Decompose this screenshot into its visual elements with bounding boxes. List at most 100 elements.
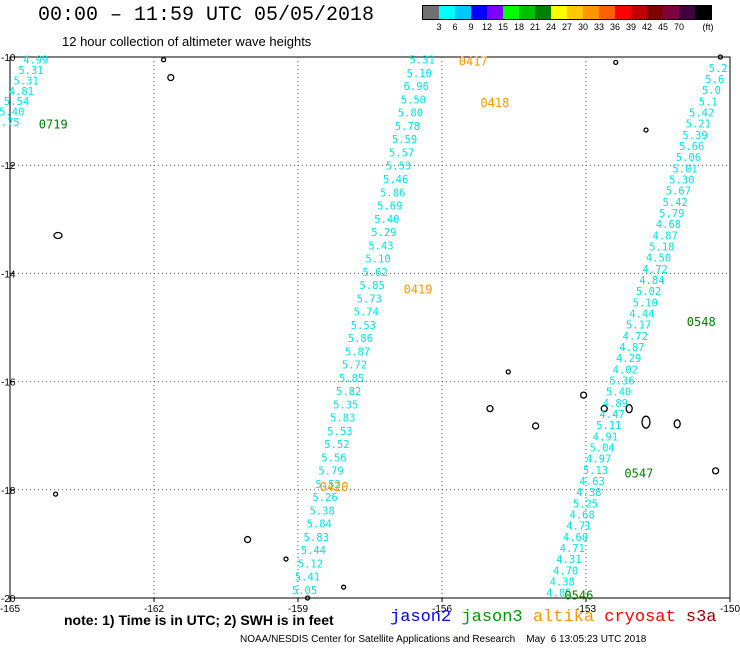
legend-swatch [551,6,567,19]
swh-value: 4.60 [563,532,588,544]
swh-value: 4.72 [643,264,668,276]
pass-time-label: 0419 [404,283,433,297]
map-frame [9,56,731,599]
swh-value: 4.85 [546,588,571,600]
legend-swatch [487,6,503,19]
lon-tick-label: -159 [288,604,308,615]
swh-value: 4.38 [576,487,601,499]
lat-tick-label: -14 [1,269,16,280]
swh-value: 5.31 [410,55,435,67]
swh-value: 5.62 [362,267,387,279]
pass-time-label: 0420 [320,480,349,494]
island-outline [304,595,311,601]
island-outline [283,556,289,562]
swh-value: 4.02 [613,364,638,376]
swh-value: 5.17 [626,320,651,332]
legend-swatch [599,6,615,19]
swh-value: 5.31 [18,65,43,77]
legend-label: 70 [673,22,685,32]
swh-value: 5.0 [702,85,721,97]
swh-value: 5.78 [395,121,420,133]
swh-value: 5.43 [368,240,393,252]
swh-value: 4.29 [616,353,641,365]
swh-value: 5.53 [386,161,411,173]
swh-value: 5.80 [398,108,423,120]
legend-swatch [535,6,551,19]
swh-value: 5.21 [686,119,711,131]
swh-value: 4.97 [586,454,611,466]
swh-value: 5.13 [583,465,608,477]
lat-tick-label: -10 [1,53,16,64]
island-outline [531,422,540,430]
legend-swatch [679,6,695,19]
swh-value: 5.02 [636,286,661,298]
island-outline [486,404,494,413]
swh-value: 5.44 [301,545,326,557]
pass-time-label: 0547 [624,467,653,481]
island-outline [643,127,649,133]
island-outline [711,467,720,475]
swh-value: 5.54 [4,96,29,108]
swh-value: 4.38 [550,576,575,588]
swh-value: 5.85 [339,373,364,385]
swh-value: 5.84 [307,519,332,531]
legend-swatch [583,6,599,19]
swh-value: 5.29 [371,227,396,239]
swh-value: 5.82 [336,386,361,398]
island-outline [160,57,167,63]
swh-value: 5.12 [298,558,323,570]
pass-time-label: 0548 [687,315,716,329]
legend-swatch [695,6,711,19]
swh-value: 5.85 [360,280,385,292]
swh-value: 5.52 [324,439,349,451]
legend-unit: (ft) [702,22,714,32]
legend-color-bar [422,5,712,20]
satellite-cryosat: cryosat [604,608,686,627]
swh-value: 5.67 [666,186,691,198]
swh-value: 4.87 [653,230,678,242]
swh-value: 5.30 [669,174,694,186]
satellite-jason2: jason2 [390,608,462,627]
island-outline [243,535,252,544]
swh-value: 5.86 [380,187,405,199]
lon-tick-label: -162 [144,604,164,615]
legend-label: 9 [468,22,474,32]
swh-value: 4.44 [629,308,654,320]
swh-value: 5.04 [589,442,614,454]
legend-swatch [567,6,583,19]
swh-value: 5.01 [672,163,697,175]
legend-label: 30 [577,22,589,32]
swh-value: 5.25 [573,498,598,510]
legend-swatch [423,6,439,19]
swh-value: 5.31 [14,75,39,87]
legend-swatch [439,6,455,19]
swh-value: 4.87 [619,342,644,354]
swh-value: 5.40 [606,387,631,399]
page-title: 00:00 – 11:59 UTC 05/05/2018 [38,4,375,27]
swh-value: 5.59 [392,134,417,146]
legend-label: 6 [452,22,458,32]
pass-time-label: 0418 [480,96,509,110]
legend-label: 45 [657,22,669,32]
legend-label: 24 [545,22,557,32]
satellite-jason3: jason3 [461,608,533,627]
swh-value: 5.72 [342,360,367,372]
swh-value: 4.72 [623,331,648,343]
island-outline [579,391,588,399]
swh-value: 5.2 [709,63,728,75]
swh-value: 4.31 [556,554,581,566]
swh-value: 5.42 [689,107,714,119]
swh-value: 5.10 [407,68,432,80]
legend-label: 36 [609,22,621,32]
lon-tick-label: -165 [0,604,20,615]
island-outline [717,54,724,60]
island-outline [625,403,633,414]
island-outline [641,415,651,429]
swh-value: 5.83 [330,413,355,425]
island-outline [673,419,681,429]
swh-value: 4.68 [656,219,681,231]
swh-value: 4.71 [566,521,591,533]
lat-tick-label: -20 [1,594,16,605]
swh-value: 4.81 [9,86,34,98]
swh-value: 5.05 [292,585,317,597]
